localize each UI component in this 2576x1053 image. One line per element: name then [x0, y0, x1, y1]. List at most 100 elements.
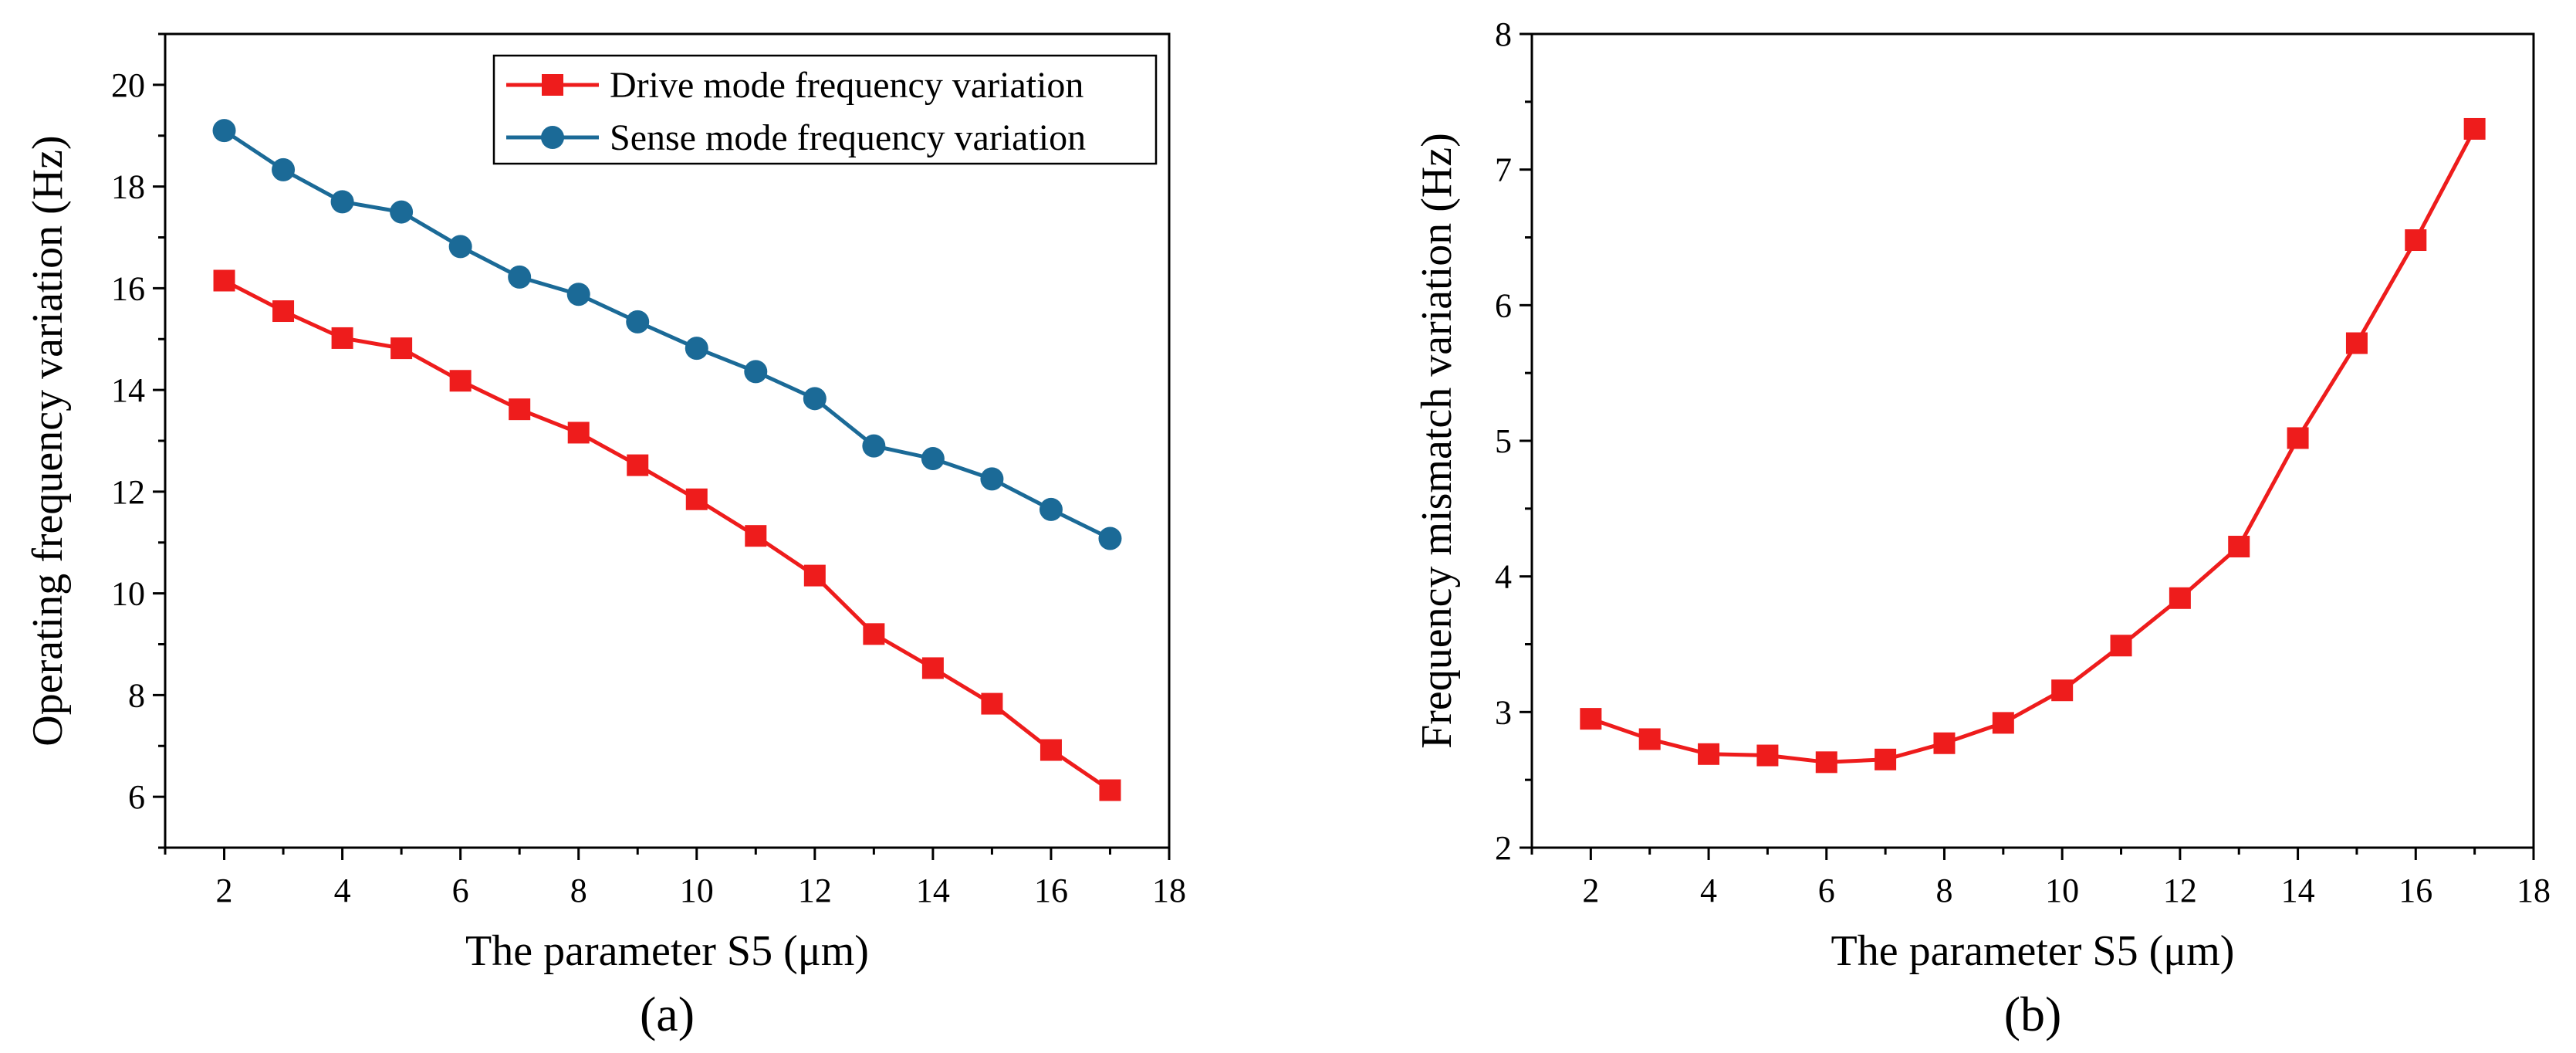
caption: (b) — [2004, 987, 2062, 1041]
y-tick-label: 18 — [111, 168, 145, 206]
data-point — [803, 564, 826, 587]
data-point — [272, 157, 296, 181]
x-tick-label: 12 — [798, 872, 832, 909]
y-tick-label: 5 — [1495, 422, 1512, 460]
x-axis-label: The parameter S5 (μm) — [1831, 927, 2235, 975]
y-tick-label: 8 — [128, 676, 145, 714]
x-tick-label: 6 — [1818, 872, 1835, 909]
y-tick-label: 7 — [1495, 151, 1512, 189]
x-tick-label: 14 — [916, 872, 950, 909]
x-tick-label: 18 — [1152, 872, 1186, 909]
y-tick-label: 2 — [1495, 829, 1512, 867]
x-tick-label: 2 — [1582, 872, 1599, 909]
y-tick-label: 14 — [111, 371, 145, 409]
data-point — [862, 434, 886, 458]
series-line-2 — [223, 129, 1111, 540]
data-point — [449, 370, 472, 392]
x-tick-label: 14 — [2281, 872, 2315, 909]
x-tick-label: 4 — [1700, 872, 1717, 909]
data-point — [2169, 587, 2191, 609]
x-tick-label: 10 — [2045, 872, 2079, 909]
x-tick-label: 12 — [2163, 872, 2197, 909]
series-line-1 — [223, 279, 1111, 792]
data-point — [1099, 779, 1121, 801]
data-point — [921, 657, 944, 679]
data-point — [2287, 427, 2309, 449]
caption: (a) — [640, 987, 695, 1041]
chart-b: 2 4 6 8 10 12 14 16 18 2 3 4 5 6 7 8 The parameter S5 (μ… — [1413, 15, 2551, 1041]
legend-label: Sense mode frequency variation — [610, 117, 1086, 158]
series-line-1 — [1590, 127, 2476, 764]
data-point — [2110, 635, 2132, 657]
data-point — [1933, 732, 1956, 754]
y-tick-label: 10 — [111, 575, 145, 613]
y-tick-label: 4 — [1495, 558, 1512, 596]
data-point — [1040, 739, 1062, 761]
data-point — [803, 387, 827, 411]
data-point — [1638, 728, 1661, 750]
data-point — [390, 337, 413, 360]
data-point — [627, 454, 649, 476]
legend: Drive mode frequency variation Sense mode… — [492, 54, 1158, 165]
data-point — [2463, 117, 2486, 140]
data-point — [1992, 712, 2014, 734]
y-tick-label: 6 — [128, 778, 145, 816]
data-point — [744, 360, 768, 384]
data-point — [1875, 748, 1897, 770]
data-point — [331, 327, 353, 349]
y-tick-label: 6 — [1495, 286, 1512, 324]
legend-marker — [542, 74, 563, 96]
data-point — [2405, 229, 2427, 252]
data-point — [509, 398, 531, 421]
y-tick-label: 3 — [1495, 693, 1512, 731]
data-point — [566, 283, 590, 306]
data-point — [2051, 679, 2074, 702]
plot-frame — [1530, 32, 2535, 849]
data-point — [685, 337, 708, 361]
x-tick-label: 16 — [2399, 872, 2432, 909]
x-tick-label: 4 — [334, 872, 351, 909]
x-tick-label: 8 — [1935, 872, 1952, 909]
y-tick-label: 20 — [111, 66, 145, 104]
data-point — [213, 269, 235, 292]
x-tick-label: 18 — [2517, 872, 2551, 909]
data-point — [390, 200, 414, 224]
data-point — [981, 692, 1003, 715]
data-point — [212, 119, 236, 143]
data-point — [1698, 743, 1720, 765]
data-point — [1098, 526, 1122, 550]
data-point — [921, 447, 945, 471]
data-point — [980, 467, 1004, 491]
data-point — [272, 300, 295, 323]
chart-a: 2 4 6 8 10 12 14 16 18 6 8 10 12 14 16 18 20 The paramete… — [24, 32, 1186, 1041]
data-point — [685, 488, 708, 510]
x-tick-label: 10 — [680, 872, 714, 909]
y-tick-label: 16 — [111, 269, 145, 307]
data-point — [1580, 708, 1602, 730]
x-tick-label: 8 — [570, 872, 587, 909]
data-point — [1815, 751, 1837, 774]
data-point — [863, 623, 885, 645]
x-tick-label: 16 — [1034, 872, 1068, 909]
legend-label: Drive mode frequency variation — [610, 65, 1083, 106]
x-tick-label: 6 — [452, 872, 469, 909]
y-tick-label: 8 — [1495, 15, 1512, 53]
data-point — [508, 265, 532, 289]
data-point — [745, 525, 767, 547]
y-axis-label: Frequency mismatch variation (Hz) — [1413, 133, 1461, 749]
data-point — [1756, 744, 1779, 767]
data-point — [448, 235, 472, 259]
data-point — [330, 190, 354, 214]
y-axis-label: Operating frequency variation (Hz) — [24, 135, 72, 746]
x-axis-label: The parameter S5 (μm) — [465, 927, 869, 975]
data-point — [2345, 332, 2368, 354]
data-point — [1039, 497, 1063, 521]
y-tick-label: 12 — [111, 473, 145, 511]
x-tick-label: 2 — [216, 872, 233, 909]
data-point — [567, 422, 590, 444]
legend-marker — [541, 126, 564, 149]
legend-box — [492, 54, 1158, 165]
data-point — [2228, 536, 2250, 558]
data-point — [626, 310, 650, 334]
